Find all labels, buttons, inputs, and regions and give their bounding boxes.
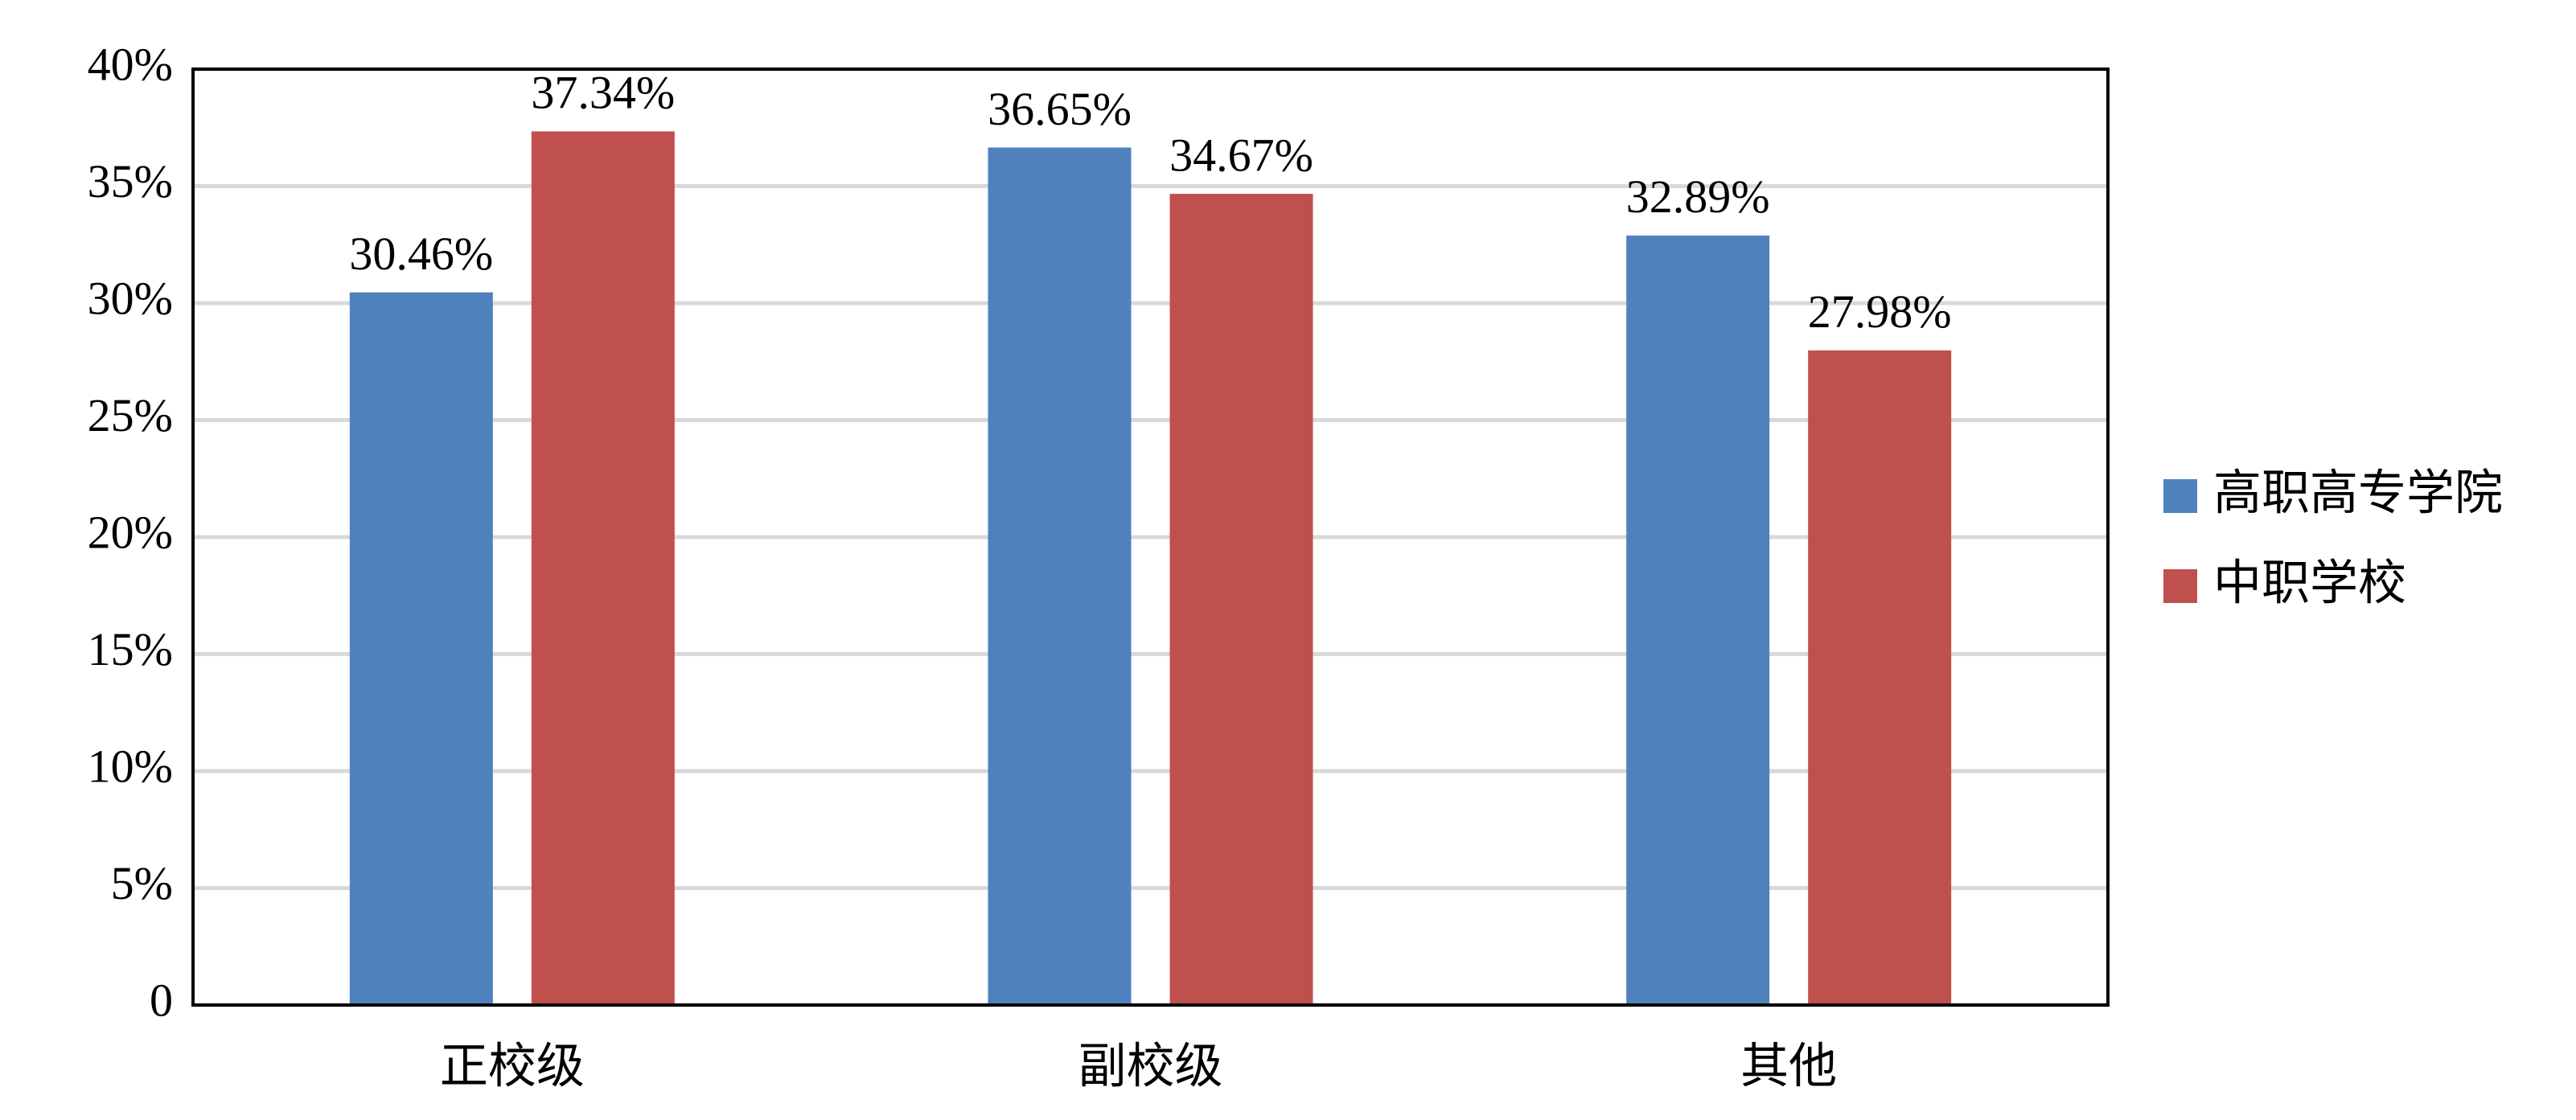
value-label: 37.34% [531,67,675,119]
x-tick-label: 副校级 [1078,1039,1223,1095]
bar [531,131,675,1005]
x-tick-label: 其他 [1740,1039,1837,1095]
y-tick-label: 5% [111,857,173,909]
x-tick-label: 正校级 [440,1039,585,1095]
y-tick-label: 0 [150,974,173,1026]
value-label: 27.98% [1808,285,1952,338]
value-label: 30.46% [349,228,493,280]
y-tick-label: 20% [88,506,173,558]
y-tick-label: 15% [88,623,173,675]
y-tick-label: 25% [88,389,173,441]
legend-label: 中职学校 [2213,556,2406,612]
value-label: 34.67% [1169,129,1313,181]
y-tick-label: 30% [88,272,173,324]
legend-swatch [2163,569,2197,603]
bar [1808,350,1952,1006]
value-label: 36.65% [988,83,1132,135]
legend-label: 高职高专学院 [2213,466,2503,522]
value-label: 32.89% [1626,170,1770,223]
bar [349,292,493,1005]
y-tick-label: 40% [88,38,173,90]
y-tick-label: 10% [88,740,173,792]
bar [1169,194,1313,1005]
bar [988,147,1132,1006]
y-tick-label: 35% [88,155,173,207]
plot-border [191,68,2110,1007]
legend-swatch [2163,479,2197,513]
bar [1626,235,1770,1005]
